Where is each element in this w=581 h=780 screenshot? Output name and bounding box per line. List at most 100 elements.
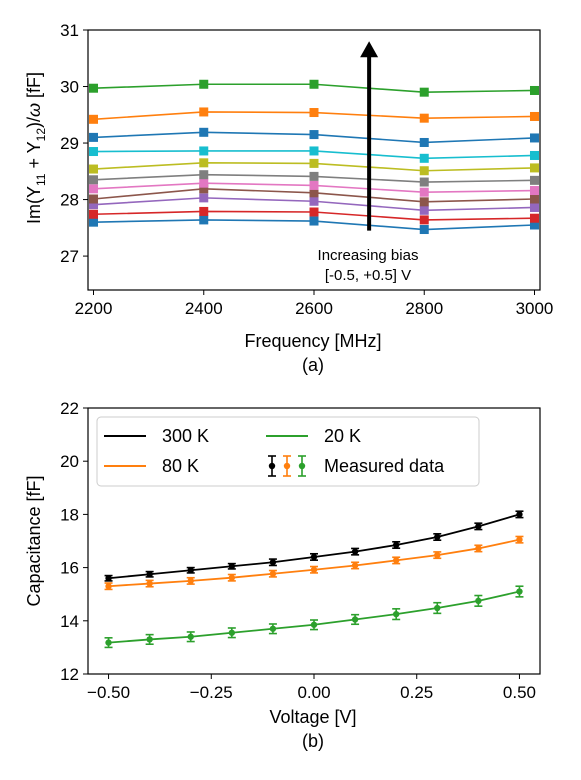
data-point [419, 215, 429, 225]
y-tick-label: 16 [60, 559, 79, 578]
data-point [309, 188, 319, 198]
data-point [351, 548, 359, 555]
data-point [146, 636, 153, 643]
y-tick-label: 22 [60, 399, 79, 418]
data-point [199, 215, 209, 225]
x-tick-label: 2800 [405, 299, 443, 318]
x-tick-label: −0.25 [190, 683, 233, 702]
y-tick-label: 29 [60, 134, 79, 153]
data-point [419, 166, 429, 176]
y-tick-label: 31 [60, 21, 79, 40]
y-tick-label: 14 [60, 612, 79, 631]
data-point [89, 164, 99, 174]
panel-a-x-ticks: 2200 2400 2600 2800 3000 [75, 290, 554, 318]
series-line [108, 590, 520, 644]
data-point [351, 616, 359, 623]
bias-arrow-head [360, 41, 379, 58]
data-point [89, 209, 99, 219]
data-point [529, 186, 539, 196]
x-tick-label: 0.25 [400, 683, 433, 702]
data-point [419, 197, 429, 207]
data-point [419, 205, 429, 215]
data-point [309, 196, 319, 206]
y-tick-label: 18 [60, 505, 79, 524]
data-point [89, 114, 99, 124]
data-point [309, 108, 319, 118]
data-point [199, 107, 209, 117]
data-point [269, 570, 277, 577]
data-point [228, 629, 236, 636]
data-point [351, 562, 359, 569]
data-point [310, 621, 318, 628]
data-point [419, 153, 429, 163]
panel-a-frequency-chart: Increasing bias [-0.5, +0.5] V 2200 2400 2… [24, 21, 553, 375]
legend-label: Measured data [324, 456, 445, 476]
data-point [310, 566, 318, 573]
data-point [434, 551, 441, 559]
panel-a-y-ticks: 27 28 29 30 31 [60, 21, 88, 266]
data-point [199, 158, 209, 168]
panel-a-series [89, 79, 539, 235]
x-tick-label: 0.50 [503, 683, 536, 702]
data-point [434, 533, 441, 541]
data-point [309, 216, 319, 226]
data-point [146, 580, 153, 587]
data-point [199, 127, 209, 137]
data-point [199, 170, 209, 180]
data-point [309, 158, 319, 168]
panel-b-xlabel: Voltage [V] [269, 707, 356, 727]
data-point [529, 111, 539, 121]
data-point [529, 175, 539, 185]
data-point [146, 571, 153, 578]
data-point [529, 85, 539, 95]
data-point [475, 597, 482, 605]
data-point [419, 137, 429, 147]
data-point [529, 220, 539, 230]
data-point [419, 87, 429, 97]
data-point [187, 567, 194, 574]
data-point [269, 625, 277, 632]
data-point [89, 175, 99, 185]
data-point [199, 178, 209, 188]
data-point [89, 132, 99, 142]
annotation-line-1: Increasing bias [318, 247, 419, 264]
data-point [434, 604, 441, 612]
panel-a-ylabel: Im(Y11 + Y12)/ω [fF] [24, 72, 48, 224]
data-point [187, 633, 194, 640]
data-point [529, 194, 539, 204]
panel-b-series [104, 510, 524, 649]
x-tick-label: 0.00 [297, 683, 330, 702]
legend-errorbar-point [298, 462, 306, 470]
data-point [269, 559, 277, 566]
y-tick-label: 27 [60, 247, 79, 266]
data-point [105, 583, 112, 590]
y-tick-label: 28 [60, 191, 79, 210]
data-point [89, 194, 99, 204]
x-tick-label: 3000 [516, 299, 554, 318]
data-point [529, 202, 539, 212]
data-point [475, 523, 482, 530]
x-tick-label: 2600 [295, 299, 333, 318]
panel-b-ylabel: Capacitance [fF] [24, 475, 44, 606]
data-point [199, 79, 209, 89]
data-point [309, 180, 319, 190]
panel-b-capacitance-chart: −0.50 −0.25 0.00 0.25 0.50 12 14 16 18 20 22 300 … [24, 399, 541, 751]
data-point [516, 588, 523, 595]
data-point [199, 146, 209, 156]
x-tick-label: −0.50 [87, 683, 130, 702]
data-point [228, 574, 236, 581]
data-point [392, 610, 400, 618]
data-point [89, 217, 99, 227]
data-point [199, 184, 209, 194]
x-tick-label: 2200 [75, 299, 113, 318]
data-point [419, 187, 429, 197]
legend-label: 20 K [324, 426, 361, 446]
legend-label: 80 K [162, 456, 199, 476]
x-tick-label: 2400 [185, 299, 223, 318]
data-point [516, 511, 523, 518]
legend-errorbar-point [268, 462, 276, 470]
data-point [89, 184, 99, 194]
panel-b-legend: 300 K 20 K 80 K Measured data [96, 416, 480, 487]
legend-label: 300 K [162, 426, 209, 446]
